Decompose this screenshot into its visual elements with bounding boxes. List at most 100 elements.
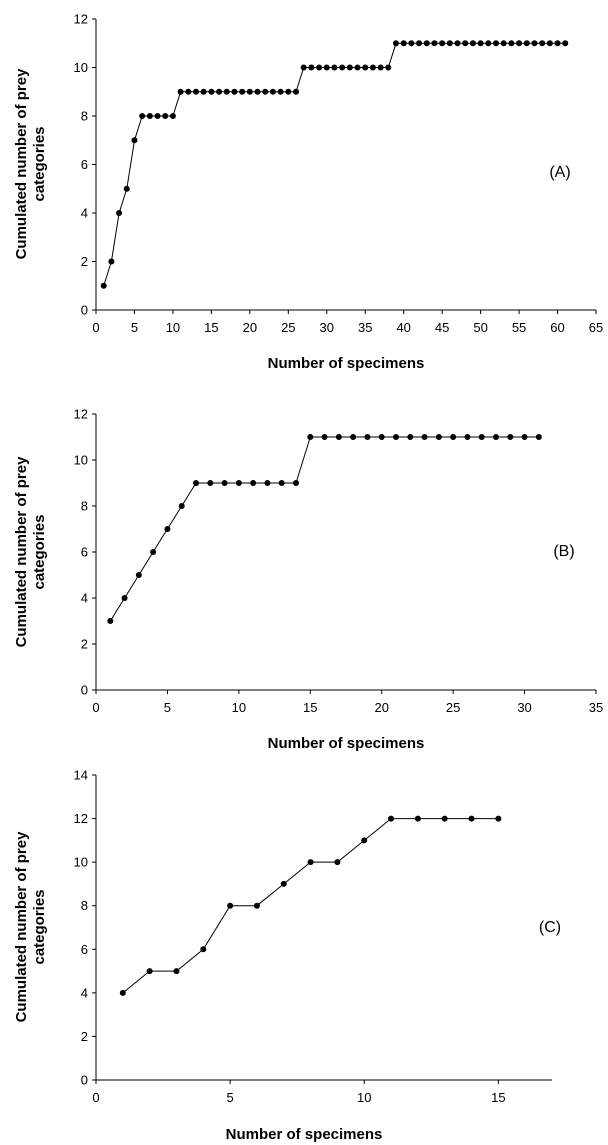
data-point — [280, 880, 287, 887]
y-tick-label: 10 — [74, 453, 88, 468]
y-tick-label: 4 — [81, 985, 88, 1000]
data-point — [335, 434, 342, 440]
x-tick-label: 25 — [446, 700, 460, 715]
data-point — [500, 40, 507, 47]
data-point — [554, 40, 561, 47]
data-point — [154, 113, 161, 119]
y-tick-label: 4 — [81, 206, 88, 221]
x-tick-label: 35 — [358, 320, 372, 335]
data-point — [107, 618, 114, 624]
y-axis-title-line-1: Cumulated number of prey — [13, 68, 30, 260]
data-point — [493, 40, 499, 47]
data-point — [162, 113, 169, 119]
data-point — [119, 989, 126, 996]
panel-annotation: (A) — [549, 164, 570, 181]
data-point — [393, 434, 399, 440]
data-point — [521, 434, 528, 440]
data-point — [100, 282, 107, 289]
data-point — [227, 902, 234, 909]
data-point — [146, 968, 153, 975]
data-point — [485, 40, 492, 47]
data-point — [523, 40, 530, 47]
data-point — [121, 595, 128, 601]
x-tick-label: 45 — [435, 320, 449, 335]
data-point — [150, 549, 157, 555]
data-point — [164, 526, 171, 532]
data-point — [246, 88, 253, 95]
data-point — [239, 88, 246, 95]
data-point — [307, 434, 314, 440]
data-point — [200, 946, 207, 953]
data-point — [546, 40, 553, 47]
data-point — [468, 815, 475, 822]
data-point — [135, 572, 142, 578]
x-tick-label: 35 — [589, 700, 603, 715]
data-point — [493, 434, 499, 440]
data-point — [178, 503, 185, 509]
x-tick-label: 25 — [281, 320, 295, 335]
data-point — [478, 434, 485, 440]
y-axis-title-line-2: categories — [31, 889, 48, 964]
y-axis-title-line-2: categories — [31, 514, 48, 589]
series-line — [122, 818, 499, 994]
x-tick-label: 50 — [473, 320, 487, 335]
x-tick-label: 20 — [243, 320, 257, 335]
y-axis-title-line-1: Cumulated number of prey — [13, 456, 30, 648]
y-tick-label: 14 — [74, 768, 88, 783]
data-point — [123, 185, 130, 192]
y-tick-label: 8 — [81, 898, 88, 913]
data-point — [421, 434, 428, 440]
x-tick-label: 5 — [227, 1090, 234, 1105]
data-point — [339, 64, 346, 71]
data-point — [393, 40, 399, 47]
x-tick-label: 60 — [550, 320, 564, 335]
y-tick-label: 4 — [81, 591, 88, 606]
y-tick-label: 10 — [74, 855, 88, 870]
series-line — [103, 42, 566, 286]
data-point — [116, 210, 123, 216]
data-point — [350, 434, 357, 440]
y-tick-label: 2 — [81, 254, 88, 269]
chart-panel-0: 0 2 4 6 8 10 12 0 5 10 15 20 25 30 35 40 45 50 55 60 65 Numbe… — [13, 12, 603, 373]
data-point — [400, 40, 407, 47]
y-tick-label: 6 — [81, 942, 88, 957]
data-point — [300, 64, 307, 71]
chart-panel-1: 0 2 4 6 8 10 12 0 5 10 15 20 25 30 35 Number of specime… — [13, 407, 603, 753]
data-point — [262, 88, 269, 95]
data-point — [464, 434, 471, 440]
y-tick-label: 0 — [81, 303, 88, 318]
x-tick-label: 10 — [232, 700, 246, 715]
data-point — [193, 480, 199, 486]
data-point — [321, 434, 328, 440]
data-point — [408, 40, 415, 47]
y-axis-title: Cumulated number of preycategories — [13, 831, 48, 1023]
data-point — [185, 88, 192, 95]
data-point — [278, 480, 285, 486]
y-tick-label: 0 — [81, 1073, 88, 1088]
data-point — [531, 40, 538, 47]
data-point — [216, 88, 223, 95]
panel-annotation: (B) — [553, 543, 574, 560]
data-point — [285, 88, 292, 95]
data-point — [293, 88, 299, 95]
data-point — [253, 902, 260, 909]
x-axis-title: Number of specimens — [268, 355, 425, 372]
data-point — [450, 434, 457, 440]
x-tick-label: 10 — [357, 1090, 371, 1105]
x-tick-label: 0 — [92, 320, 99, 335]
y-axis-title: Cumulated number of preycategories — [13, 68, 48, 260]
data-point — [250, 480, 257, 486]
data-point — [495, 815, 502, 822]
data-point — [435, 434, 442, 440]
x-tick-label: 0 — [92, 700, 99, 715]
x-tick-label: 30 — [517, 700, 531, 715]
data-point — [416, 40, 423, 47]
data-point — [535, 434, 542, 440]
x-tick-label: 65 — [589, 320, 603, 335]
data-point — [264, 480, 271, 486]
y-tick-label: 8 — [81, 109, 88, 124]
x-tick-label: 55 — [512, 320, 526, 335]
x-tick-label: 20 — [374, 700, 388, 715]
x-tick-label: 0 — [92, 1090, 99, 1105]
